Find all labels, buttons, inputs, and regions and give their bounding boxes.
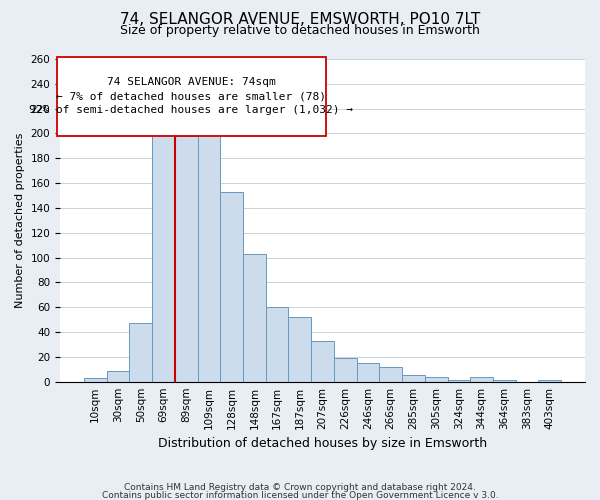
Bar [470,376,493,382]
Bar [175,136,197,382]
Bar [220,192,243,382]
Y-axis label: Number of detached properties: Number of detached properties [15,132,25,308]
Text: 74, SELANGOR AVENUE, EMSWORTH, PO10 7LT: 74, SELANGOR AVENUE, EMSWORTH, PO10 7LT [120,12,480,28]
Bar [311,340,334,382]
Text: 74 SELANGOR AVENUE: 74sqm
← 7% of detached houses are smaller (78)
92% of semi-d: 74 SELANGOR AVENUE: 74sqm ← 7% of detach… [29,78,353,116]
Bar [130,324,152,382]
Bar [402,376,425,382]
Bar [493,380,515,382]
Bar [152,128,175,382]
Bar [243,254,266,382]
Bar [107,370,130,382]
Bar [266,307,289,382]
Text: Contains HM Land Registry data © Crown copyright and database right 2024.: Contains HM Land Registry data © Crown c… [124,483,476,492]
Bar [448,380,470,382]
X-axis label: Distribution of detached houses by size in Emsworth: Distribution of detached houses by size … [158,437,487,450]
Bar [425,376,448,382]
Bar [197,128,220,382]
Bar [538,380,561,382]
Bar [84,378,107,382]
Bar [334,358,356,382]
Text: Size of property relative to detached houses in Emsworth: Size of property relative to detached ho… [120,24,480,37]
Bar [379,367,402,382]
Text: Contains public sector information licensed under the Open Government Licence v : Contains public sector information licen… [101,490,499,500]
Bar [356,363,379,382]
Bar [289,317,311,382]
